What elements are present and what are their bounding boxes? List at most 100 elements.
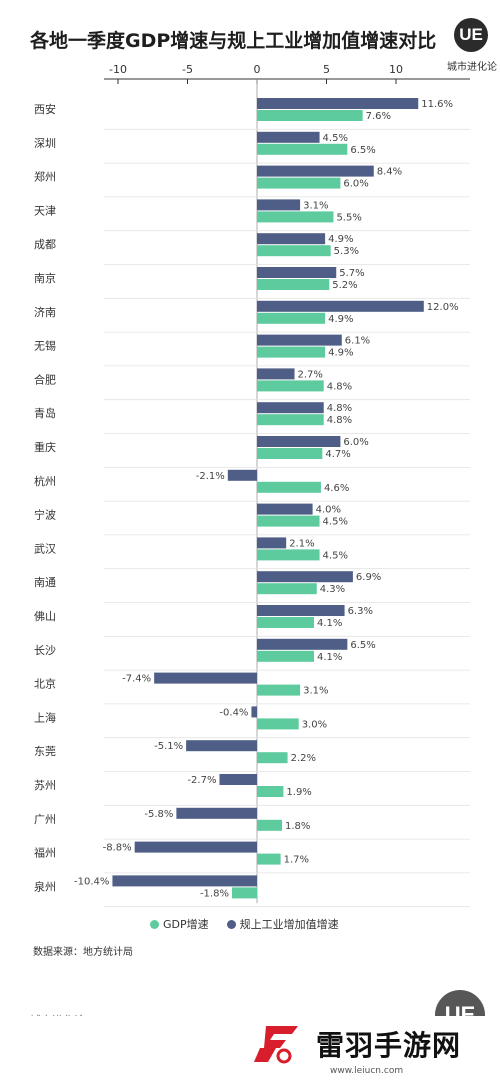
category-label: 合肥	[34, 372, 56, 386]
category-label: 泉州	[34, 879, 56, 893]
data-label-gdp: 4.9%	[328, 314, 353, 325]
category-label: 南京	[34, 271, 56, 285]
bar-gdp	[257, 549, 320, 561]
data-label-gdp: 3.0%	[302, 719, 327, 730]
data-label-gdp: 4.7%	[325, 449, 350, 460]
data-label-gdp: 4.8%	[327, 415, 352, 426]
data-label-gdp: 1.9%	[286, 787, 311, 798]
bar-industry	[227, 469, 257, 481]
data-label-gdp: 4.5%	[323, 517, 348, 528]
category-label: 苏州	[34, 779, 56, 792]
watermark-url: www.leiucn.com	[330, 1066, 404, 1076]
bar-industry	[186, 740, 257, 752]
category-label: 广州	[34, 813, 56, 826]
category-label: 成都	[34, 238, 56, 251]
bar-industry	[257, 98, 419, 109]
bar-gdp	[257, 245, 331, 257]
legend-item-gdp: GDP增速	[150, 916, 209, 932]
bar-industry	[257, 233, 326, 245]
category-label: 长沙	[34, 644, 56, 657]
bar-gdp	[257, 617, 314, 628]
data-label-industry: -5.8%	[144, 809, 173, 820]
watermark-site-name: 雷羽手游网	[316, 1029, 462, 1062]
bar-gdp	[257, 110, 363, 121]
category-label: 福州	[34, 846, 56, 860]
data-label-industry: 2.1%	[289, 538, 314, 549]
bar-industry	[257, 436, 341, 447]
watermark-banner	[0, 1016, 500, 1083]
x-tick-label: -5	[182, 63, 193, 76]
data-label-gdp: 5.5%	[336, 212, 361, 223]
data-label-industry: 11.6%	[421, 99, 453, 110]
bar-gdp	[257, 346, 326, 358]
category-label: 杭州	[34, 474, 56, 488]
bar-industry	[257, 334, 342, 346]
data-label-gdp: 1.7%	[284, 855, 309, 866]
bar-industry	[257, 571, 353, 583]
data-label-gdp: 4.5%	[323, 550, 348, 561]
x-tick-label: 5	[323, 63, 330, 76]
data-label-industry: 3.1%	[303, 200, 328, 211]
data-label-gdp: 1.8%	[285, 821, 310, 832]
bar-gdp	[257, 279, 330, 290]
category-label: 南通	[34, 576, 56, 589]
legend-label-industry: 规上工业增加值增速	[239, 918, 339, 931]
bar-gdp	[257, 752, 288, 764]
bar-gdp	[257, 718, 299, 730]
data-label-industry: 2.7%	[298, 369, 323, 380]
data-label-industry: -8.8%	[103, 843, 132, 854]
bar-gdp	[257, 448, 323, 459]
category-label: 深圳	[34, 137, 56, 150]
bar-gdp	[257, 515, 320, 527]
bar-industry	[154, 672, 257, 684]
category-label: 天津	[34, 204, 56, 217]
bar-gdp	[257, 312, 326, 324]
bar-industry	[257, 165, 374, 177]
data-label-industry: -2.1%	[196, 471, 225, 482]
category-label: 重庆	[34, 440, 56, 454]
category-label: 北京	[34, 677, 56, 691]
bar-industry	[257, 131, 320, 143]
category-label: 青岛	[34, 406, 56, 420]
brand-logo: UE 城市进化论	[442, 14, 498, 76]
bar-gdp	[257, 177, 341, 189]
data-label-industry: -10.4%	[74, 876, 109, 887]
data-label-industry: 12.0%	[427, 302, 459, 313]
bar-industry	[257, 638, 348, 650]
category-label: 郑州	[34, 170, 56, 184]
data-label-industry: 4.8%	[327, 403, 352, 414]
bar-gdp	[257, 414, 324, 426]
category-label: 西安	[34, 102, 56, 116]
data-label-gdp: 4.9%	[328, 348, 353, 359]
legend-item-industry: 规上工业增加值增速	[226, 916, 339, 932]
x-tick-label: 0	[254, 63, 261, 76]
category-label: 无锡	[34, 339, 56, 353]
category-label: 东莞	[34, 745, 56, 758]
data-label-industry: 6.1%	[345, 336, 370, 347]
bar-gdp	[257, 583, 317, 595]
bar-gdp	[257, 684, 301, 696]
category-label: 宁波	[34, 508, 56, 522]
category-label: 武汉	[34, 542, 56, 555]
data-label-industry: -0.4%	[219, 707, 248, 718]
chart-title: 各地一季度GDP增速与规上工业增加值增速对比	[30, 30, 437, 52]
data-label-gdp: 3.1%	[303, 686, 328, 697]
chart-legend: GDP增速 规上工业增加值增速	[150, 916, 349, 932]
bar-industry	[257, 402, 324, 414]
x-tick-label: -10	[109, 63, 127, 76]
category-label: 佛山	[34, 610, 56, 623]
category-label: 上海	[34, 710, 56, 724]
data-label-industry: 6.3%	[348, 606, 373, 617]
bar-industry	[257, 199, 301, 211]
data-label-industry: 4.5%	[323, 133, 348, 144]
bar-gdp	[257, 786, 284, 797]
bar-gdp	[257, 481, 321, 493]
data-label-industry: 4.9%	[328, 234, 353, 245]
legend-swatch-gdp	[150, 919, 159, 929]
bar-industry	[257, 368, 295, 380]
data-label-industry: 6.0%	[343, 437, 368, 448]
data-label-industry: -2.7%	[187, 775, 216, 786]
data-label-gdp: 4.3%	[320, 584, 345, 595]
data-label-gdp: 6.0%	[343, 179, 368, 190]
bar-industry	[134, 841, 257, 853]
